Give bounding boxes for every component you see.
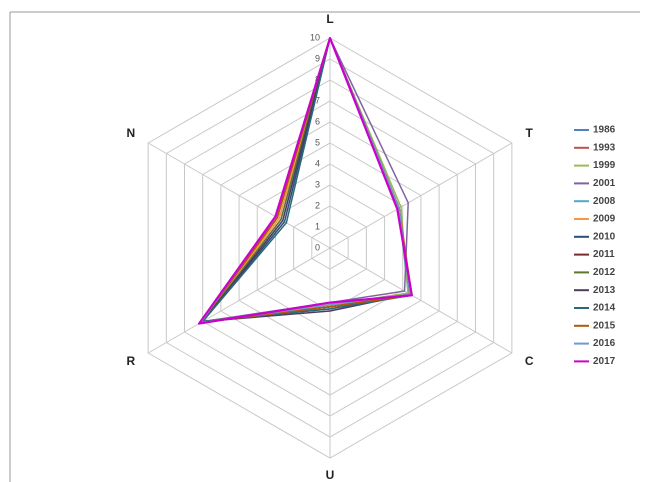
legend-label: 2017	[593, 356, 616, 367]
legend-label: 2008	[593, 196, 616, 207]
legend-label: 2001	[593, 178, 616, 189]
legend-label: 1999	[593, 160, 616, 171]
spoke	[147, 247, 331, 354]
spoke	[329, 142, 513, 249]
spoke	[329, 247, 513, 354]
r-tick-label: 0	[315, 242, 320, 252]
r-tick-label: 1	[315, 221, 320, 231]
r-tick-label: 4	[315, 158, 320, 168]
legend-label: 2014	[593, 303, 616, 314]
axis-label: L	[326, 12, 333, 26]
series-line	[197, 36, 413, 325]
series-line	[200, 37, 413, 324]
legend-label: 2012	[593, 267, 616, 278]
legend-label: 2016	[593, 338, 616, 349]
r-tick-label: 6	[315, 116, 320, 126]
spoke	[147, 142, 331, 249]
r-tick-label: 10	[310, 32, 320, 42]
r-tick-label: 7	[315, 95, 320, 105]
r-tick-label: 3	[315, 179, 320, 189]
legend-label: 2013	[593, 285, 616, 296]
axis-label: T	[526, 126, 534, 140]
r-tick-label: 2	[315, 200, 320, 210]
axis-label: R	[126, 354, 135, 368]
legend-label: 2009	[593, 214, 616, 225]
axis-label: N	[126, 126, 135, 140]
r-tick-label: 5	[315, 137, 320, 147]
legend-label: 1993	[593, 142, 616, 153]
legend-label: 1986	[593, 125, 616, 136]
legend-label: 2015	[593, 320, 616, 331]
r-tick-label: 9	[315, 53, 320, 63]
axis-label: C	[525, 354, 534, 368]
legend-label: 2010	[593, 231, 616, 242]
legend-label: 2011	[593, 249, 615, 260]
axis-label: U	[326, 468, 335, 482]
